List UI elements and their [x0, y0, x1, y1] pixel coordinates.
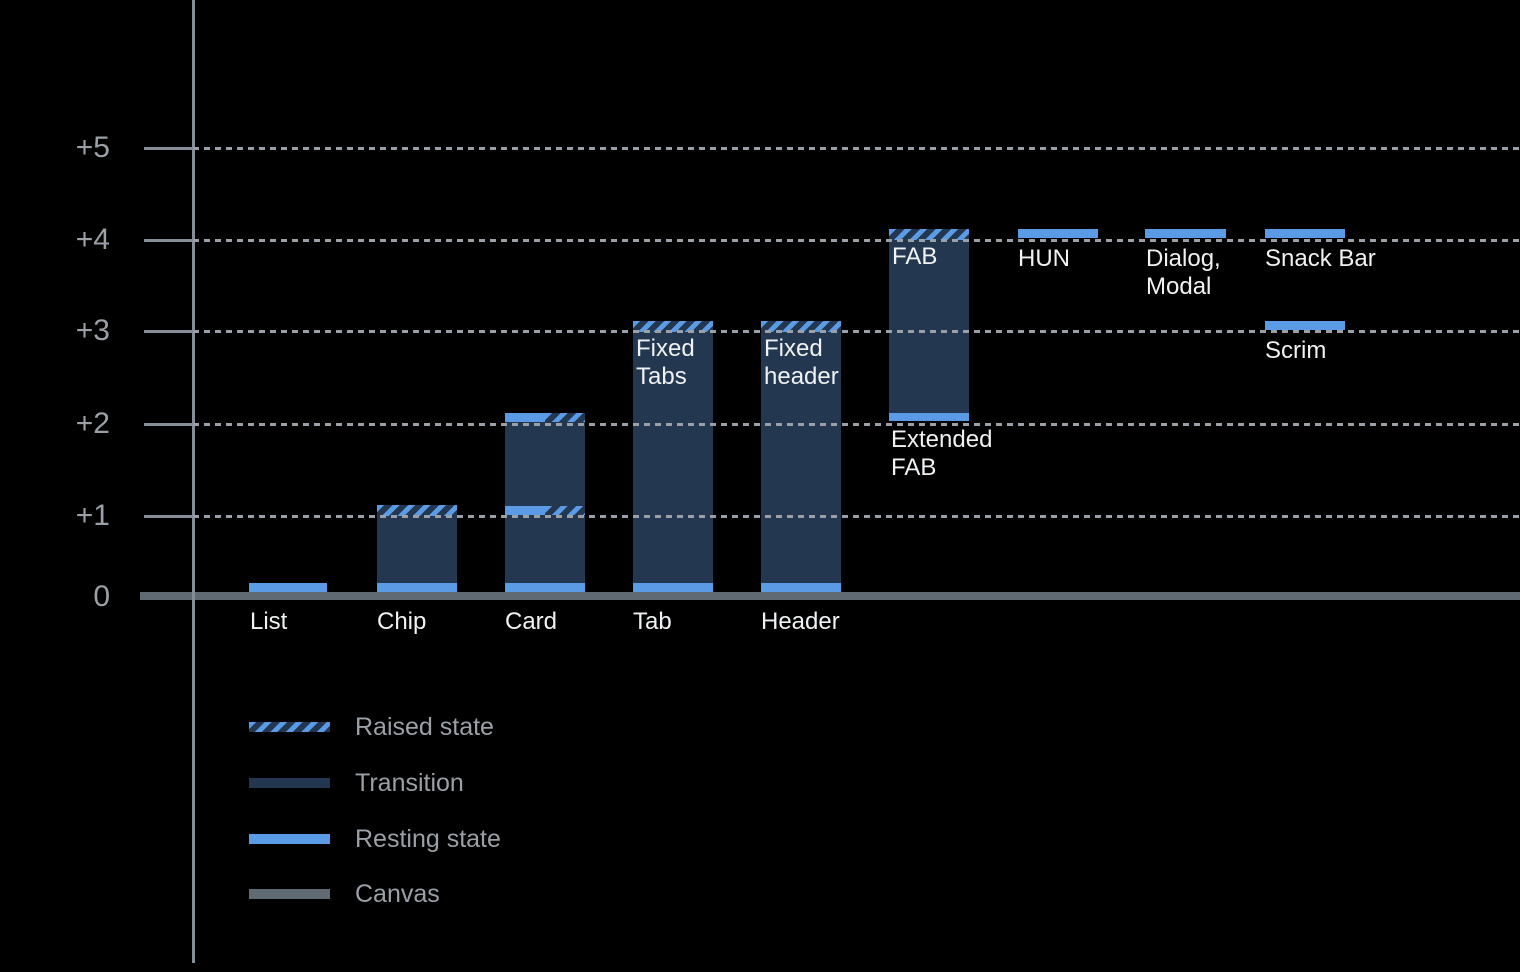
fab-annotation: FAB [892, 243, 938, 270]
bar-dialog-modal [1145, 229, 1226, 238]
legend-swatch-transition [249, 778, 330, 788]
card-top-resting-strip [505, 413, 545, 422]
chip-resting-strip [377, 583, 457, 592]
y-tick-label-plus4: +4 [75, 223, 110, 256]
bar-list [249, 583, 327, 592]
dialog-modal-resting-strip [1145, 229, 1226, 238]
legend-label-raised-state: Raised state [355, 713, 494, 741]
bar-card [505, 413, 585, 592]
card-transition-fill-lower [505, 515, 585, 583]
bar-chip [377, 505, 457, 592]
hun-resting-strip [1018, 229, 1098, 238]
legend-label-resting-state: Resting state [355, 825, 501, 853]
header-transition-fill [761, 332, 841, 583]
chip-transition-fill [377, 516, 457, 583]
bar-snack-bar [1265, 229, 1345, 238]
snack-bar-resting-strip [1265, 229, 1345, 238]
tab-transition-fill [633, 332, 713, 583]
card-mid-resting-strip [505, 506, 545, 515]
card-mid-raised-hatch [545, 506, 585, 515]
card-top-raised-hatch [545, 413, 585, 422]
gridline-plus3 [193, 330, 1520, 333]
tab-raised-hatch [633, 321, 713, 332]
bar-header [761, 321, 841, 592]
scrim-resting-strip [1265, 321, 1345, 330]
tab-annotation: Fixed Tabs [636, 335, 695, 390]
extended-fab-raised-hatch [889, 229, 969, 240]
gridline-plus4 [193, 239, 1520, 242]
bar-scrim [1265, 321, 1345, 330]
bar-hun [1018, 229, 1098, 238]
chip-raised-hatch [377, 505, 457, 516]
y-tick-label-plus3: +3 [75, 314, 110, 347]
tick-plus1 [144, 515, 193, 518]
category-label-tab: Tab [633, 608, 672, 635]
y-tick-label-zero: 0 [93, 580, 110, 613]
category-label-card: Card [505, 608, 558, 635]
extended-fab-label: Extended FAB [891, 426, 993, 481]
legend-label-canvas: Canvas [355, 880, 440, 908]
extended-fab-transition-fill [889, 240, 969, 413]
list-resting-strip [249, 583, 327, 592]
y-axis-line [192, 0, 195, 963]
legend-swatch-raised-state [249, 722, 330, 732]
y-tick-label-plus2: +2 [75, 407, 110, 440]
bar-tab [633, 321, 713, 592]
card-transition-fill-upper [505, 422, 585, 506]
header-annotation: Fixed header [764, 335, 839, 390]
y-tick-label-plus5: +5 [75, 131, 110, 164]
legend-label-transition: Transition [355, 769, 464, 797]
tick-plus4 [144, 239, 193, 242]
category-label-header: Header [761, 608, 840, 635]
extended-fab-resting-strip [889, 413, 969, 421]
snack-bar-label: Snack Bar [1265, 245, 1376, 272]
gridline-plus5 [193, 147, 1520, 150]
scrim-label: Scrim [1265, 337, 1327, 364]
legend-swatch-canvas [249, 889, 330, 899]
gridline-plus2 [193, 423, 1520, 426]
legend-swatch-resting-state [249, 834, 330, 844]
tick-plus2 [144, 423, 193, 426]
dialog-modal-label: Dialog, Modal [1146, 245, 1221, 300]
tab-resting-strip [633, 583, 713, 592]
header-raised-hatch [761, 321, 841, 332]
canvas-baseline [140, 592, 1520, 600]
card-resting-strip [505, 583, 585, 592]
bar-extended-fab [889, 229, 969, 421]
gridline-plus1 [193, 515, 1520, 518]
header-resting-strip [761, 583, 841, 592]
tick-plus5 [144, 147, 193, 150]
category-label-list: List [250, 608, 288, 635]
category-label-chip: Chip [377, 608, 427, 635]
tick-plus3 [144, 330, 193, 333]
y-tick-label-plus1: +1 [75, 499, 110, 532]
hun-label: HUN [1018, 245, 1070, 272]
